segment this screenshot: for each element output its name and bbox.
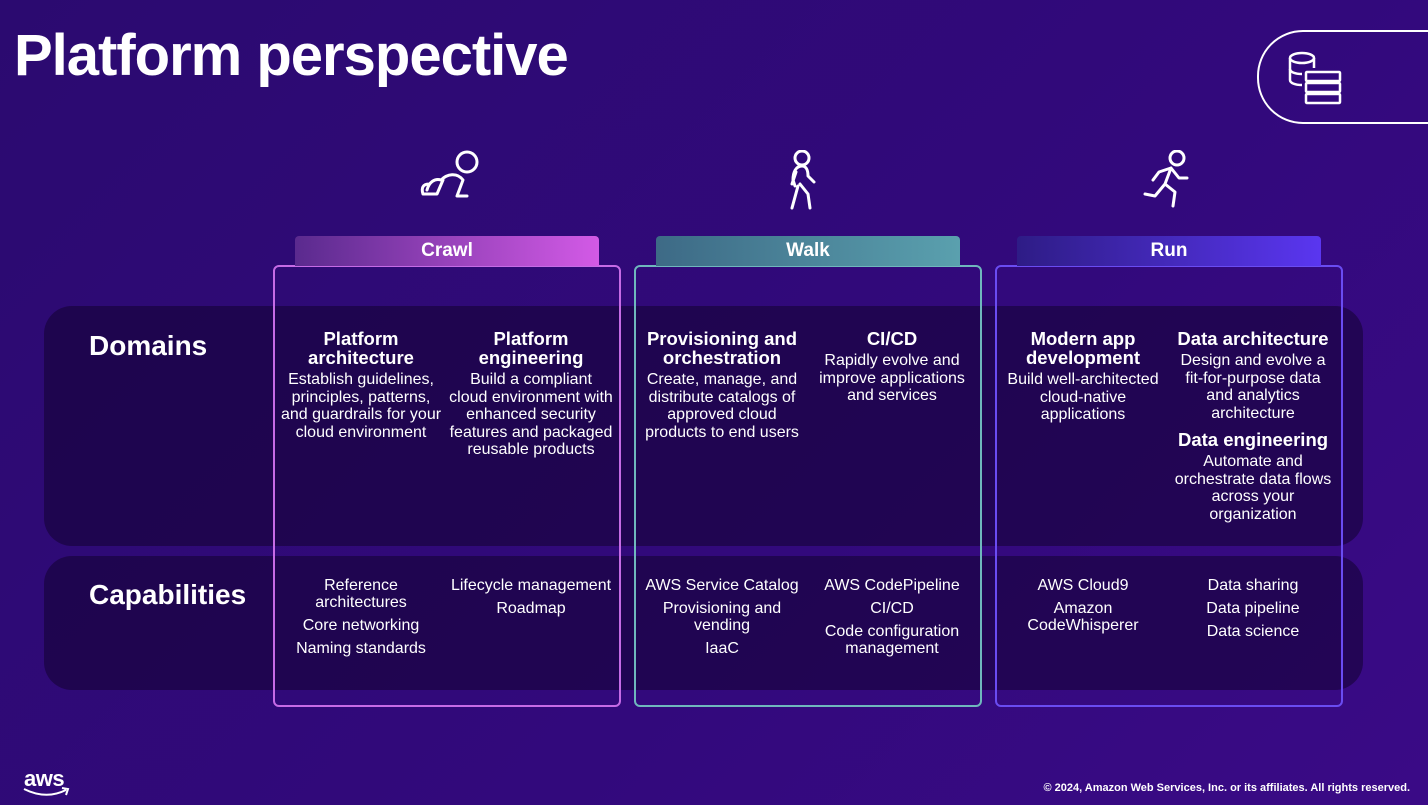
domain-heading: Provisioning and orchestration [646, 328, 798, 368]
capability-cell: Data sharing Data pipeline Data science [1171, 577, 1335, 646]
capability: Amazon CodeWhisperer [1027, 600, 1139, 634]
domain-cell: Provisioning and orchestration Create, ma… [640, 329, 804, 449]
domain-text: Rapidly evolve and improve applications … [819, 352, 965, 404]
domain-cell: Data architecture Design and evolve a fit… [1171, 329, 1335, 531]
capability: Core networking [302, 617, 420, 634]
database-icon [1288, 51, 1342, 105]
capability-cell: Reference architectures Core networking Na… [279, 577, 443, 663]
slide-title: Platform perspective [14, 23, 569, 88]
domain-heading: Data architecture [1177, 328, 1329, 349]
capability: Provisioning and vending [662, 600, 782, 634]
capability: AWS Service Catalog [645, 577, 799, 594]
domain-heading: CI/CD [866, 328, 918, 349]
domain-text: Build well-architected cloud-native appl… [1007, 371, 1159, 423]
stage-box [273, 265, 621, 707]
capability: Roadmap [496, 600, 566, 617]
capability: Reference architectures [315, 577, 407, 611]
row-label: Domains [89, 330, 208, 361]
icon-pill [1257, 30, 1428, 124]
domain-cell: Modern app development Build well-archite… [1001, 329, 1165, 432]
capability: Lifecycle management [450, 577, 612, 594]
capability-cell: AWS Cloud9 Amazon CodeWhisperer [1001, 577, 1165, 640]
domain-heading: Modern app development [1025, 328, 1141, 368]
domain-heading: Platform architecture [308, 328, 414, 368]
domain-cell: Platform architecture Establish guideline… [279, 329, 443, 449]
aws-logo: aws [24, 766, 65, 791]
capability: Data sharing [1207, 577, 1299, 594]
capability: Naming standards [296, 640, 426, 657]
domain-heading: Data engineering [1177, 429, 1329, 450]
capability-cell: AWS CodePipeline CI/CD Code configuration … [810, 577, 974, 663]
domain-text: Establish guidelines, principles, patter… [280, 371, 442, 441]
copyright: © 2024, Amazon Web Services, Inc. or its… [1043, 782, 1410, 794]
stage-icon [1143, 150, 1189, 208]
stage-tab: Crawl [295, 236, 599, 266]
capability: Code configuration management [824, 623, 960, 657]
capability-cell: AWS Service Catalog Provisioning and vend… [640, 577, 804, 663]
domain-text: Create, manage, and distribute catalogs … [645, 371, 799, 441]
capability: CI/CD [870, 600, 914, 617]
domain-text: Build a compliant cloud environment with… [449, 371, 613, 458]
capability: AWS Cloud9 [1037, 577, 1129, 594]
capabilities-band [44, 556, 1363, 690]
domains-band [44, 306, 1363, 546]
stage-tab: Walk [656, 236, 960, 266]
stage-icon [790, 150, 816, 210]
stage-box [634, 265, 982, 707]
capability: IaaC [705, 640, 739, 657]
domain-text: Design and evolve a fit-for-purpose data… [1180, 352, 1326, 422]
capability: AWS CodePipeline [824, 577, 960, 594]
capability: Data pipeline [1206, 600, 1300, 617]
stage-tab: Run [1017, 236, 1321, 266]
domain-heading: Platform engineering [478, 328, 584, 368]
capability: Data science [1206, 623, 1300, 640]
row-label: Capabilities [89, 579, 247, 610]
capability-cell: Lifecycle management Roadmap [449, 577, 613, 623]
stage-box [995, 265, 1343, 707]
aws-smile [23, 787, 70, 796]
domain-cell: CI/CD Rapidly evolve and improve applicat… [810, 329, 974, 413]
stage-icon [420, 150, 479, 198]
domain-cell: Platform engineering Build a compliant cl… [449, 329, 613, 467]
domain-text: Automate and orchestrate data flows acro… [1174, 453, 1332, 523]
